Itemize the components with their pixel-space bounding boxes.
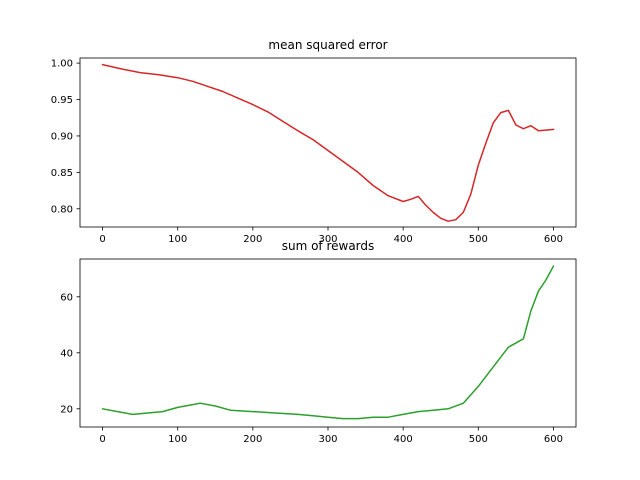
top-chart-series-layer: [101, 63, 555, 222]
bottom-chart-y-tick-label: 60: [60, 292, 73, 303]
top-chart-y-tick-label: 0.85: [51, 168, 73, 179]
top-chart-x-axis: 0 100 200 300 400 500 600: [99, 227, 563, 245]
top-chart-x-tick-label: 300: [318, 234, 337, 245]
bottom-chart-y-tick-label: 20: [60, 404, 73, 415]
top-chart-y-tick-label: 0.90: [51, 131, 73, 142]
top-chart-series-line-0: [101, 63, 555, 222]
bottom-chart-series-layer: [101, 265, 555, 420]
bottom-chart-x-axis: 0 100 200 300 400 500 600: [99, 427, 563, 445]
bottom-chart-x-tick-label: 500: [469, 434, 488, 445]
top-chart: mean squared error 0 100 200 300 400 500 600 0…: [51, 38, 577, 245]
bottom-chart: sum of rewards 0 100 200 300 400 500 600 20 40 6…: [60, 239, 577, 445]
bottom-chart-series-line-0: [101, 265, 555, 420]
top-chart-x-tick-label: 100: [168, 234, 187, 245]
top-chart-x-tick-label: 500: [469, 234, 488, 245]
bottom-chart-x-tick-label: 300: [318, 434, 337, 445]
top-chart-y-tick-label: 1.00: [51, 59, 73, 70]
top-chart-y-tick-label: 0.95: [51, 95, 73, 106]
top-chart-x-tick-label: 0: [99, 234, 105, 245]
top-chart-title: mean squared error: [268, 38, 387, 52]
top-chart-x-tick-label: 600: [544, 234, 563, 245]
top-chart-x-tick-label: 400: [394, 234, 413, 245]
bottom-chart-x-tick-label: 400: [394, 434, 413, 445]
bottom-chart-x-tick-label: 200: [243, 434, 262, 445]
top-chart-x-tick-label: 200: [243, 234, 262, 245]
bottom-chart-title: sum of rewards: [282, 239, 375, 253]
bottom-chart-x-tick-label: 0: [99, 434, 105, 445]
bottom-chart-x-tick-label: 100: [168, 434, 187, 445]
bottom-chart-y-tick-label: 40: [60, 348, 73, 359]
bottom-chart-x-tick-label: 600: [544, 434, 563, 445]
top-chart-y-axis: 0.80 0.85 0.90 0.95 1.00: [51, 59, 80, 215]
top-chart-y-tick-label: 0.80: [51, 204, 73, 215]
bottom-chart-y-axis: 20 40 60: [60, 292, 80, 415]
